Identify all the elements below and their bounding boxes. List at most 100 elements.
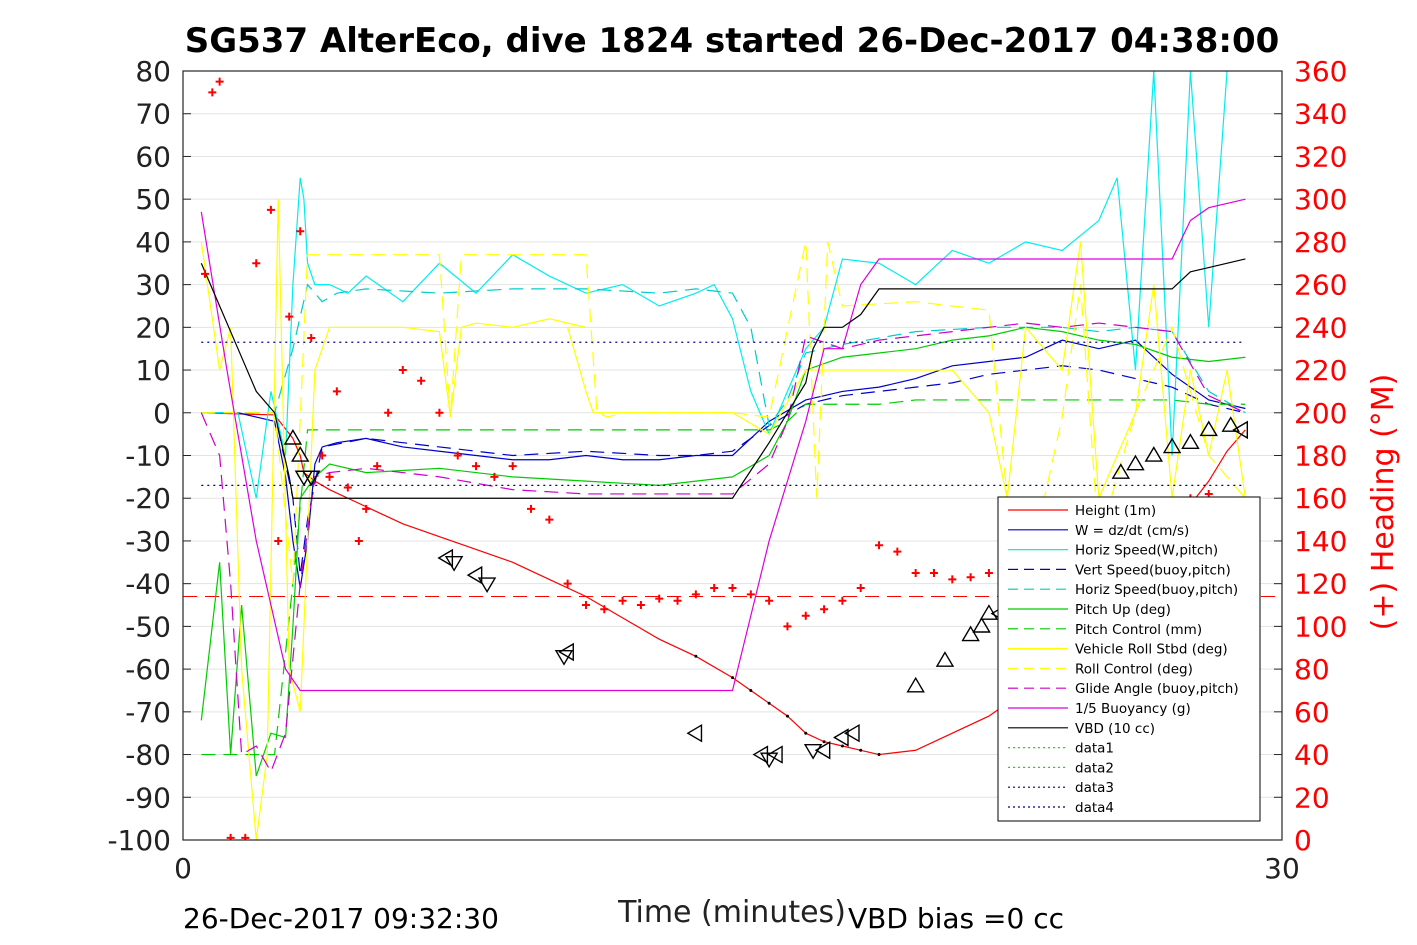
y-tick-label: 20 <box>135 311 171 344</box>
series-roll <box>200 199 1246 840</box>
chart-title: SG537 AlterEco, dive 1824 started 26-Dec… <box>185 21 1280 61</box>
y-right-tick-label: 0 <box>1294 824 1312 857</box>
height-sample-point <box>859 748 863 752</box>
series-pitch_up <box>200 326 1246 777</box>
dive-marker-up <box>1144 446 1164 462</box>
dive-marker-down <box>444 556 464 572</box>
y-right-tick-label: 320 <box>1294 140 1347 173</box>
heading-point <box>472 462 481 471</box>
heading-point <box>435 408 444 417</box>
dive-marker-down <box>554 649 574 666</box>
height-sample-point <box>804 731 808 735</box>
heading-point <box>417 376 426 385</box>
dive-marker-up <box>935 651 955 667</box>
height-sample-point <box>785 714 789 718</box>
heading-point <box>332 387 341 396</box>
dive-marker-up <box>1111 463 1131 479</box>
y-right-tick-label: 340 <box>1294 98 1347 131</box>
heading-point <box>215 77 224 86</box>
y-tick-label: 40 <box>135 226 171 259</box>
axes-group: 80706050403020100-10-20-30-40-50-60-70-8… <box>107 55 1347 885</box>
y-right-tick-label: 180 <box>1294 440 1347 473</box>
y-tick-label: -40 <box>125 568 171 601</box>
dive-marker-down <box>301 470 321 487</box>
y-right-tick-label: 140 <box>1294 525 1347 558</box>
x-tick-label: 0 <box>174 852 192 885</box>
legend-label-vbd: VBD (10 cc) <box>1075 721 1155 737</box>
heading-point <box>691 590 700 599</box>
dive-marker-up <box>1162 437 1182 454</box>
y-tick-label: 50 <box>135 183 171 216</box>
dive-marker-up <box>972 617 991 633</box>
height-sample-point <box>822 740 826 744</box>
dive-marker-up <box>283 429 303 445</box>
dive-marker-up <box>1221 416 1240 432</box>
y-right-tick-label: 80 <box>1294 653 1330 686</box>
heading-point <box>820 605 829 614</box>
y-right-tick-label: 100 <box>1294 610 1347 643</box>
dive-marker-left <box>466 565 483 585</box>
heading-point <box>618 596 627 605</box>
series-horiz_w <box>201 71 1228 499</box>
height-sample-point <box>877 753 881 757</box>
heading-point <box>600 605 609 614</box>
x-axis-label: Time (minutes) <box>617 895 846 930</box>
x-tick-label: 30 <box>1264 852 1300 885</box>
heading-point <box>875 541 884 550</box>
heading-point <box>453 451 462 460</box>
heading-point <box>984 568 993 577</box>
y-tick-label: 60 <box>135 140 171 173</box>
y-tick-label: 80 <box>135 55 171 88</box>
heading-point <box>581 601 590 610</box>
y-tick-label: 70 <box>135 98 171 131</box>
dive-marker-left <box>767 745 783 764</box>
y-tick-label: 30 <box>135 269 171 302</box>
heading-point <box>563 579 572 588</box>
y-right-tick-label: 20 <box>1294 781 1330 814</box>
heading-point <box>838 596 847 605</box>
heading-point <box>398 366 407 375</box>
heading-point <box>354 536 363 545</box>
heading-point <box>856 583 865 592</box>
y-right-tick-label: 60 <box>1294 696 1330 729</box>
legend-label-data1: data1 <box>1075 741 1114 757</box>
height-sample-point <box>767 701 771 705</box>
y-right-tick-label: 220 <box>1294 354 1347 387</box>
height-sample-point <box>694 654 698 658</box>
heading-point <box>673 596 682 605</box>
dive-marker-up <box>1199 420 1218 437</box>
heading-point <box>325 472 334 481</box>
dive-marker-up <box>291 446 310 462</box>
legend-label-pitch_ctrl: Pitch Control (mm) <box>1075 622 1202 638</box>
legend-label-roll_ctrl: Roll Control (deg) <box>1075 661 1193 677</box>
dive-marker-left <box>686 723 703 743</box>
series-glide <box>200 322 1246 774</box>
heading-point <box>948 575 957 584</box>
dive-marker-down <box>803 743 823 760</box>
footer-vbd-bias: VBD bias =0 cc <box>848 902 1064 935</box>
y-right-tick-label: 240 <box>1294 311 1347 344</box>
y-right-tick-label: 260 <box>1294 269 1347 302</box>
dive-marker-up <box>961 625 980 642</box>
heading-point <box>296 227 305 236</box>
y-right-tick-label: 300 <box>1294 183 1347 216</box>
legend-label-horiz_w: Horiz Speed(W,pitch) <box>1075 543 1218 559</box>
height-sample-point <box>840 744 844 748</box>
heading-point <box>266 205 275 214</box>
dive-marker-down <box>759 752 779 769</box>
legend-label-horiz_buoy: Horiz Speed(buoy,pitch) <box>1075 582 1238 598</box>
legend-label-buoy: 1/5 Buoyancy (g) <box>1075 701 1191 717</box>
heading-point <box>373 462 382 471</box>
legend-label-data4: data4 <box>1075 800 1114 816</box>
heading-point <box>508 462 517 471</box>
y-tick-label: -20 <box>125 482 171 515</box>
y-tick-label: -70 <box>125 696 171 729</box>
y-tick-label: 0 <box>153 397 171 430</box>
heading-point <box>765 596 774 605</box>
heading-point <box>966 573 975 582</box>
y-tick-label: -80 <box>125 739 171 772</box>
heading-point <box>801 611 810 620</box>
legend-label-pitch_up: Pitch Up (deg) <box>1075 602 1171 618</box>
right-axis-label: (+) Heading (°M) <box>1366 374 1401 631</box>
legend: Height (1m) W = dz/dt (cm/s) Horiz Speed(W… <box>997 496 1261 822</box>
